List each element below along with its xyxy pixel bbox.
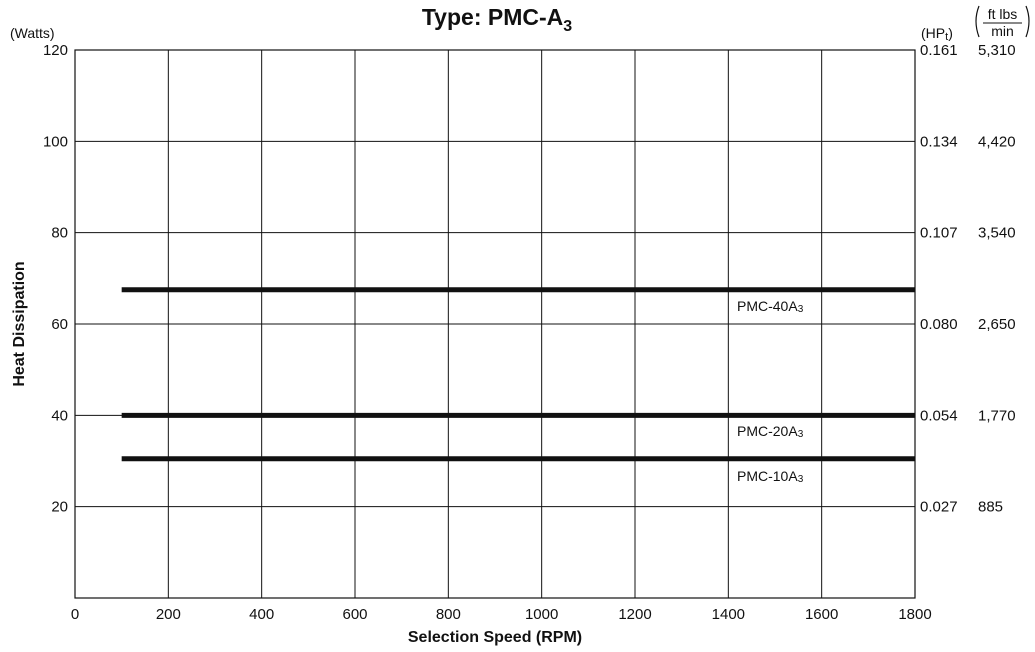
ftlbs-axis-ticks: 885 1,770 2,650 3,540 4,420 5,310 <box>978 42 1016 516</box>
series-label-pmc-10a3: PMC-10A3 <box>737 468 804 485</box>
hp-tick-label: 0.027 <box>920 499 958 516</box>
ftlbs-unit-numerator: ft lbs <box>988 6 1018 22</box>
y-tick-label: 100 <box>43 133 68 150</box>
ftlbs-tick-label: 2,650 <box>978 316 1016 333</box>
x-axis-title: Selection Speed (RPM) <box>408 629 582 646</box>
x-tick-label: 1800 <box>898 606 931 623</box>
x-tick-label: 200 <box>156 606 181 623</box>
hp-tick-label: 0.161 <box>920 42 958 59</box>
y-axis-ticks: 20 40 60 80 100 120 <box>43 42 68 516</box>
ftlbs-tick-label: 885 <box>978 499 1003 516</box>
ftlbs-tick-label: 4,420 <box>978 133 1016 150</box>
x-tick-label: 1000 <box>525 606 558 623</box>
x-tick-label: 0 <box>71 606 79 623</box>
hp-axis-ticks: 0.027 0.054 0.080 0.107 0.134 0.161 <box>920 42 958 516</box>
series-label-pmc-40a3: PMC-40A3 <box>737 298 804 315</box>
y-tick-label: 40 <box>51 407 68 424</box>
x-tick-label: 600 <box>342 606 367 623</box>
series-label-pmc-20a3: PMC-20A3 <box>737 423 804 440</box>
hp-tick-label: 0.107 <box>920 225 958 242</box>
x-tick-label: 1400 <box>712 606 745 623</box>
y-tick-label: 20 <box>51 499 68 516</box>
y-tick-label: 120 <box>43 42 68 59</box>
ftlbs-axis-unit: ft lbs min <box>975 5 1030 39</box>
y-axis-unit: (Watts) <box>10 25 55 41</box>
x-tick-label: 800 <box>436 606 461 623</box>
series-labels: PMC-40A3 PMC-20A3 PMC-10A3 <box>737 298 804 485</box>
y-tick-label: 80 <box>51 225 68 242</box>
hp-axis-unit-subscript: t <box>945 31 948 43</box>
hp-tick-label: 0.134 <box>920 133 958 150</box>
x-tick-label: 1600 <box>805 606 838 623</box>
hp-tick-label: 0.054 <box>920 407 958 424</box>
y-tick-label: 60 <box>51 316 68 333</box>
series-lines <box>121 287 915 462</box>
grid <box>75 50 915 598</box>
ftlbs-tick-label: 1,770 <box>978 407 1016 424</box>
hp-axis-unit: (HPt) <box>921 25 953 43</box>
ftlbs-tick-label: 5,310 <box>978 42 1016 59</box>
x-axis-ticks: 0 200 400 600 800 1000 1200 1400 1600 1800 <box>71 606 932 623</box>
plot-frame <box>74 49 916 599</box>
chart-title-subscript: 3 <box>563 18 572 35</box>
x-tick-label: 1200 <box>618 606 651 623</box>
ftlbs-tick-label: 3,540 <box>978 225 1016 242</box>
hp-tick-label: 0.080 <box>920 316 958 333</box>
ftlbs-unit-denominator: min <box>991 23 1014 39</box>
chart-title: Type: PMC-A3 <box>422 4 572 35</box>
x-tick-label: 400 <box>249 606 274 623</box>
y-axis-title: Heat Dissipation <box>11 261 28 386</box>
